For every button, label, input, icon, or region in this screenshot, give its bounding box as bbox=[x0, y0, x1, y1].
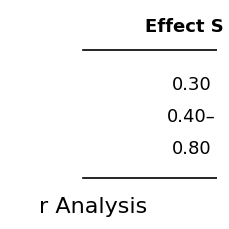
Text: 0.80: 0.80 bbox=[171, 140, 210, 158]
Text: 0.30: 0.30 bbox=[171, 76, 210, 94]
Text: Effect S: Effect S bbox=[145, 18, 223, 36]
Text: r Analysis: r Analysis bbox=[39, 196, 147, 216]
Text: 0.40–: 0.40– bbox=[166, 108, 215, 126]
